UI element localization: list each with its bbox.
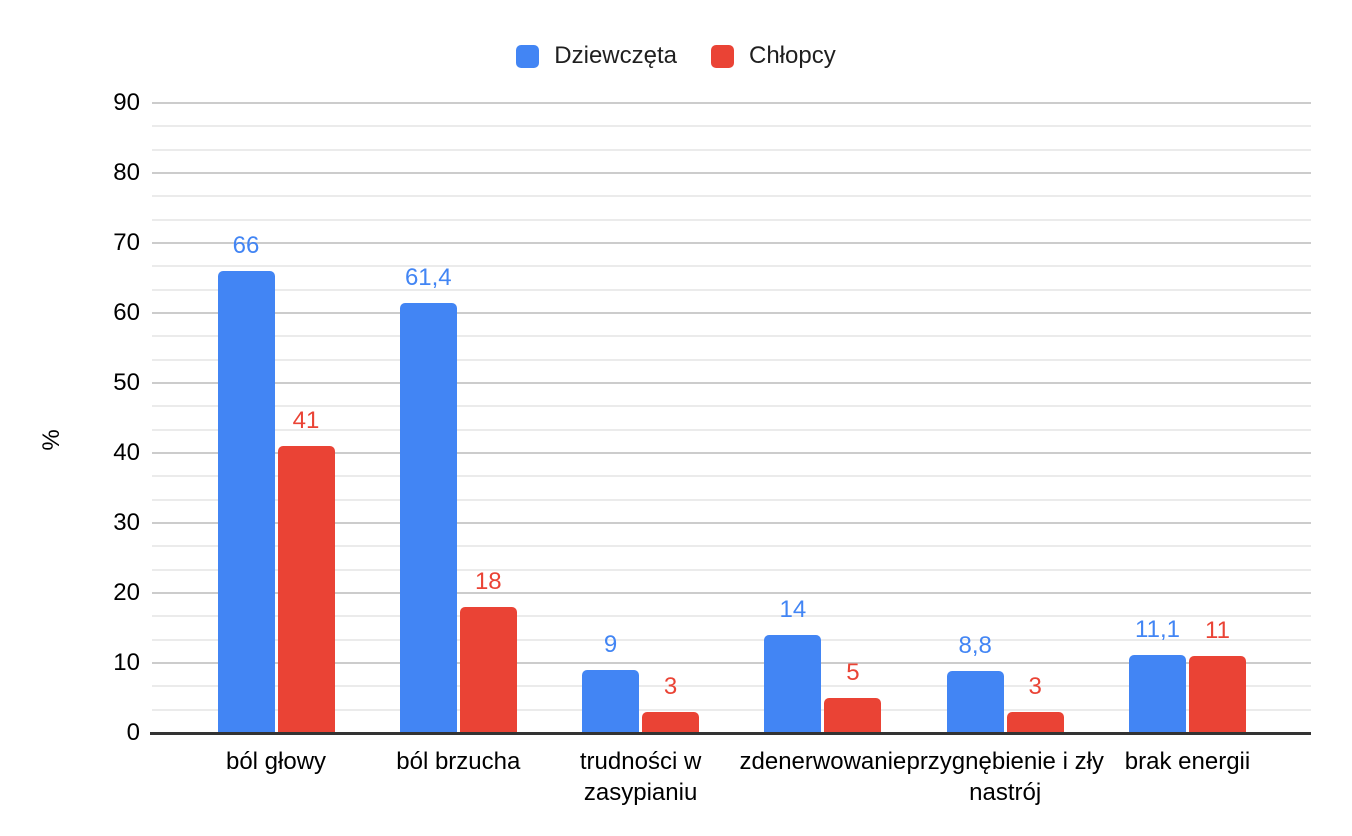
y-tick-label-40: 40 bbox=[113, 439, 140, 466]
bar-value-label-dziewczeta-zdenerwowanie: 14 bbox=[779, 596, 807, 623]
x-category-label-bol-brzucha: ból brzucha bbox=[396, 748, 521, 775]
gridline-minor bbox=[152, 615, 1311, 618]
gridline-minor bbox=[152, 638, 1311, 641]
gridline-minor bbox=[152, 148, 1311, 151]
legend-swatch-dziewczeta bbox=[516, 44, 540, 68]
x-category-label-bol-glowy: ból głowy bbox=[225, 748, 327, 775]
x-category-label-brak-energii: brak energii bbox=[1124, 748, 1251, 775]
legend-item-dziewczeta[interactable]: Dziewczęta bbox=[516, 42, 677, 70]
bar-value-label-chlopcy-brak-energii: 11 bbox=[1205, 617, 1230, 644]
legend: Dziewczęta Chłopcy bbox=[0, 42, 1352, 70]
gridline-minor bbox=[152, 405, 1311, 408]
bar-chlopcy-zdenerwowanie[interactable] bbox=[824, 698, 882, 733]
gridline-major bbox=[152, 522, 1311, 524]
y-tick-label-80: 80 bbox=[113, 159, 140, 186]
gridline-minor bbox=[152, 568, 1311, 571]
bar-dziewczeta-bol-glowy[interactable] bbox=[217, 271, 275, 733]
bar-value-label-dziewczeta-trudnosci-w-zasypianiu: 9 bbox=[603, 631, 618, 658]
gridline-minor bbox=[152, 685, 1311, 688]
gridline-major bbox=[152, 242, 1311, 244]
legend-item-chlopcy[interactable]: Chłopcy bbox=[711, 42, 836, 70]
x-category-label-trudnosci-w-zasypianiu: trudności w zasypianiu bbox=[579, 748, 702, 806]
bar-dziewczeta-brak-energii[interactable] bbox=[1129, 655, 1186, 733]
gridline-minor bbox=[152, 265, 1311, 268]
bar-dziewczeta-przygnebienie-i-zly-nastroj[interactable] bbox=[946, 671, 1004, 733]
gridline-minor bbox=[152, 218, 1311, 221]
gridline-minor bbox=[152, 125, 1311, 128]
x-category-label-przygnebienie-i-zly-nastroj: przygnębienie i zły nastrój bbox=[906, 748, 1104, 806]
gridline-major bbox=[152, 312, 1311, 314]
gridline-minor bbox=[152, 545, 1311, 548]
gridline-major bbox=[152, 382, 1311, 384]
y-tick-label-60: 60 bbox=[113, 299, 140, 326]
bar-dziewczeta-bol-brzucha[interactable] bbox=[399, 303, 457, 733]
y-tick-label-0: 0 bbox=[126, 719, 140, 746]
bar-value-label-dziewczeta-przygnebienie-i-zly-nastroj: 8,8 bbox=[958, 632, 992, 660]
gridline-minor bbox=[152, 335, 1311, 338]
gridline-minor bbox=[152, 498, 1311, 501]
y-tick-label-70: 70 bbox=[113, 229, 140, 256]
gridline-major bbox=[152, 452, 1311, 454]
bar-value-label-chlopcy-trudnosci-w-zasypianiu: 3 bbox=[663, 673, 678, 700]
y-tick-label-50: 50 bbox=[113, 369, 140, 396]
bar-value-label-chlopcy-bol-glowy: 41 bbox=[292, 407, 320, 434]
gridline-minor bbox=[152, 428, 1311, 431]
gridline-minor bbox=[152, 708, 1311, 711]
gridline-minor bbox=[152, 475, 1311, 478]
bar-chlopcy-przygnebienie-i-zly-nastroj[interactable] bbox=[1006, 712, 1064, 733]
gridline-minor bbox=[152, 195, 1311, 198]
bar-value-label-chlopcy-bol-brzucha: 18 bbox=[474, 568, 502, 595]
x-category-label-zdenerwowanie: zdenerwowanie bbox=[739, 748, 907, 775]
y-tick-label-10: 10 bbox=[113, 649, 140, 676]
bar-value-label-chlopcy-przygnebienie-i-zly-nastroj: 3 bbox=[1028, 673, 1042, 700]
bar-chlopcy-bol-brzucha[interactable] bbox=[459, 607, 517, 733]
legend-label: Dziewczęta bbox=[554, 42, 677, 69]
bar-value-label-chlopcy-zdenerwowanie: 5 bbox=[846, 659, 860, 686]
legend-label: Chłopcy bbox=[749, 42, 836, 69]
y-tick-label-30: 30 bbox=[113, 509, 140, 536]
gridline-major bbox=[152, 592, 1311, 594]
bar-value-label-dziewczeta-brak-energii: 11,1 bbox=[1135, 616, 1180, 644]
bar-value-label-dziewczeta-bol-brzucha: 61,4 bbox=[404, 264, 452, 292]
y-tick-label-90: 90 bbox=[113, 89, 140, 116]
bar-chlopcy-bol-glowy[interactable] bbox=[277, 446, 335, 733]
bar-chlopcy-brak-energii[interactable] bbox=[1189, 656, 1246, 733]
bar-dziewczeta-trudnosci-w-zasypianiu[interactable] bbox=[582, 670, 640, 733]
gridline-minor bbox=[152, 288, 1311, 291]
gridline-major bbox=[152, 662, 1311, 664]
gridline-minor bbox=[152, 358, 1311, 361]
gridline-major bbox=[152, 102, 1311, 104]
bar-dziewczeta-zdenerwowanie[interactable] bbox=[764, 635, 822, 733]
gridline-major bbox=[152, 172, 1311, 174]
legend-swatch-chlopcy bbox=[711, 44, 734, 68]
bar-chlopcy-trudnosci-w-zasypianiu[interactable] bbox=[642, 712, 700, 733]
x-axis-line bbox=[150, 732, 1311, 735]
bar-value-label-dziewczeta-bol-glowy: 66 bbox=[232, 232, 260, 259]
y-tick-label-20: 20 bbox=[113, 579, 140, 606]
